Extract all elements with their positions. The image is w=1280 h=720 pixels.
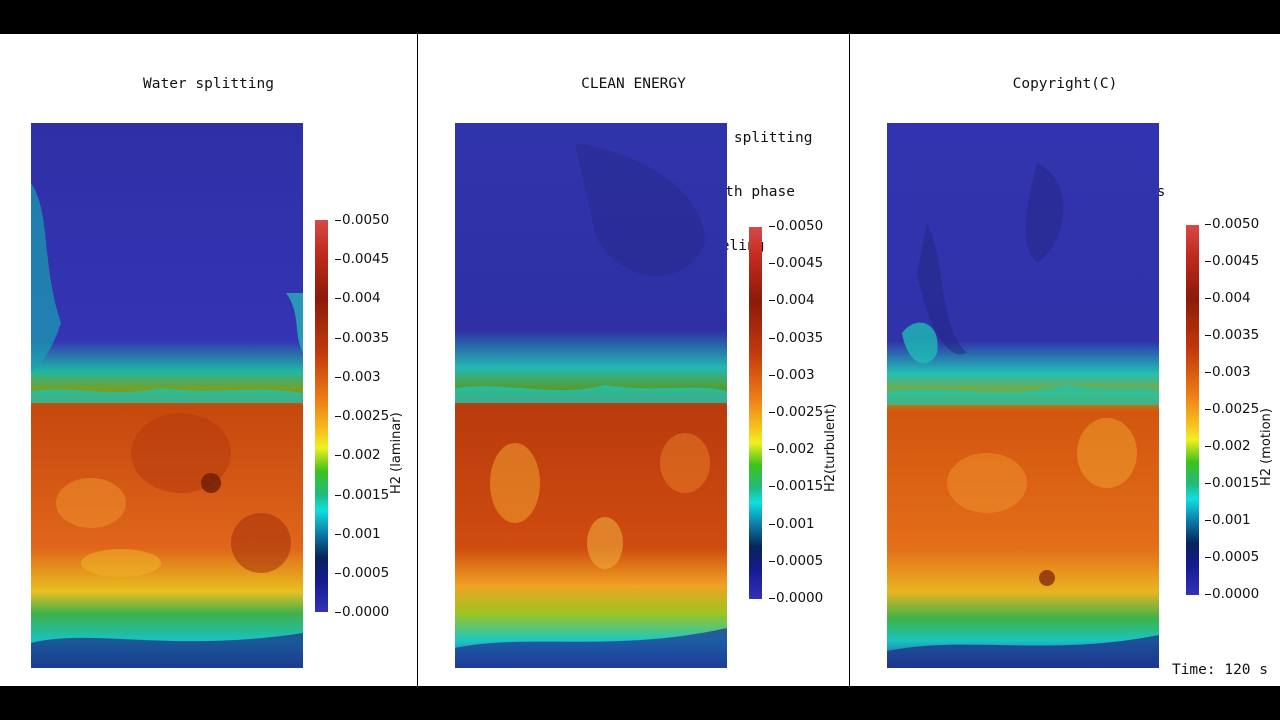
colorbar-label: H2 (laminar) [389,412,404,494]
tick-label: 0.0035 [1204,327,1260,343]
colorbar [1186,225,1199,595]
tick-label: 0.0015 [334,487,390,503]
tick-label: 0.001 [769,516,815,532]
tick-label: 0.0045 [1204,253,1260,269]
tick-label: 0.0015 [768,478,824,494]
panel-divider [417,34,418,686]
colorbar [315,220,328,612]
tick-label: 0.004 [769,292,815,308]
tick-label: 0.0035 [334,330,390,346]
colorbar-label: H2 (motion) [1259,408,1274,486]
tick-label: 0.0025 [768,404,824,420]
tick-label: 0.0015 [1204,475,1260,491]
title-line: Copyright(C) [1012,76,1118,92]
tick-label: 0.003 [1205,364,1251,380]
tick-label: 0.0000 [1204,586,1260,602]
tick-label: 0.0050 [334,212,390,228]
simulation-field [31,123,303,668]
tick-label: 0.0050 [768,218,824,234]
simulation-field [455,123,727,668]
tick-label: 0.002 [335,447,381,463]
tick-label: 0.002 [769,441,815,457]
tick-label: 0.0045 [334,251,390,267]
tick-label: 0.0005 [1204,549,1260,565]
panel-motion: Copyright(C) Paanduv(R) Applications [850,34,1280,686]
tick-label: 0.003 [335,369,381,385]
tick-label: 0.001 [1205,512,1251,528]
tick-label: 0.003 [769,367,815,383]
panel-laminar: Water splitting H2O => H2 + 0.5 O2 [0,34,417,686]
tick-label: 0.0035 [768,330,824,346]
tick-label: 0.0000 [768,590,824,606]
time-readout: Time: 120 s [1171,662,1268,678]
tick-label: 0.0050 [1204,216,1260,232]
tick-label: 0.001 [335,526,381,542]
tick-label: 0.0005 [768,553,824,569]
title-line: Water splitting [143,76,274,92]
tick-label: 0.0005 [334,565,390,581]
tick-label: 0.004 [1205,290,1251,306]
tick-label: 0.0025 [1204,401,1260,417]
tick-label: 0.0000 [334,604,390,620]
colorbar [749,227,762,599]
panel-turbulent: CLEAN ENERGY Hydrogen generation using w… [418,34,849,686]
tick-label: 0.0025 [334,408,390,424]
tick-label: 0.0045 [768,255,824,271]
tick-label: 0.004 [335,290,381,306]
simulation-field [887,123,1159,668]
title-line: CLEAN ENERGY [581,76,686,92]
colorbar-label: H2(turbulent) [823,403,838,492]
tick-label: 0.002 [1205,438,1251,454]
panel-divider [849,34,850,686]
visualization-stage: Water splitting H2O => H2 + 0.5 O2 [0,34,1280,686]
